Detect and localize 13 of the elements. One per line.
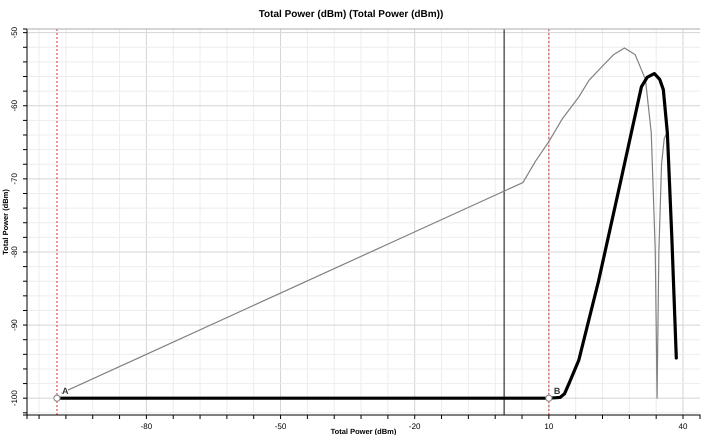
y-tick-label: -80 <box>10 246 19 258</box>
y-tick-label: -100 <box>10 390 19 406</box>
y-tick-label: -70 <box>10 172 19 185</box>
x-tick-label: 10 <box>544 422 554 432</box>
x-tick-label: -80 <box>140 422 153 432</box>
x-tick-label: -20 <box>408 422 422 432</box>
x-tick-label: -50 <box>274 422 287 432</box>
y-tick-label: -50 <box>10 26 19 38</box>
x-tick-label: 40 <box>678 422 688 432</box>
chart-title: Total Power (dBm) (Total Power (dBm)) <box>258 9 444 20</box>
y-tick-label: -60 <box>10 99 19 112</box>
y-tick-label: -90 <box>10 318 19 331</box>
annotation: B <box>554 386 561 396</box>
